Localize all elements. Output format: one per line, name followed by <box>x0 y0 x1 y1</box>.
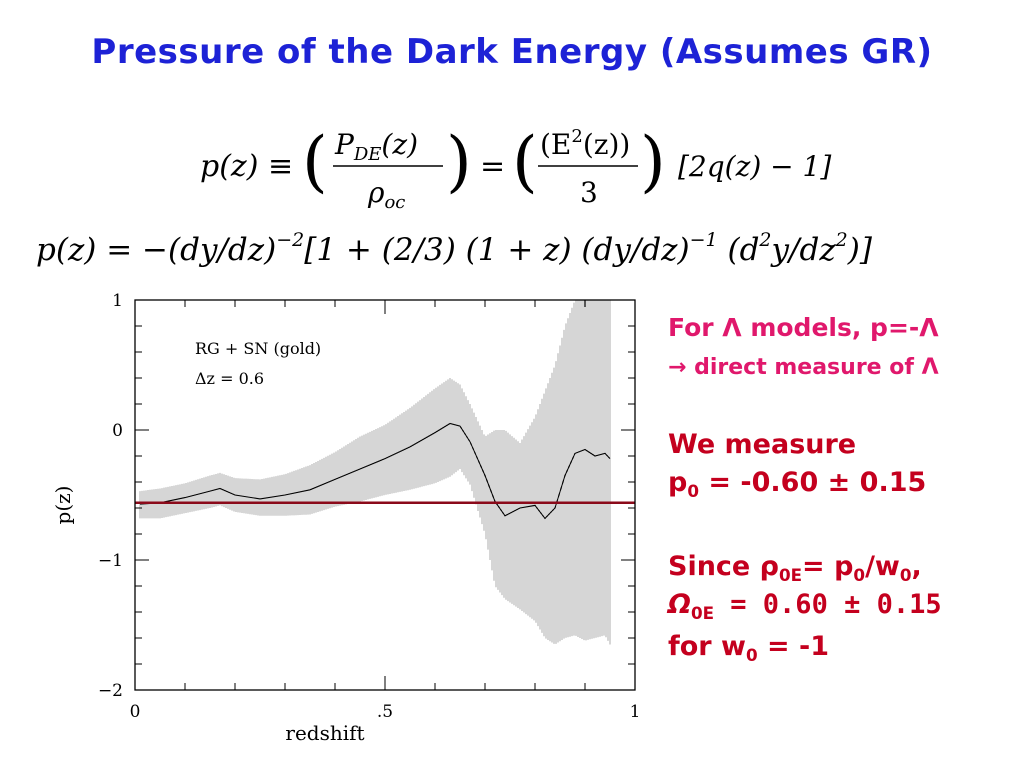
svg-text:p(z) = −(dy/dz)−2[1 + (2/3) (: p(z) = −(dy/dz)−2[1 + (2/3) (1 + z) (dy/… <box>36 229 873 268</box>
p0-measurement: p0 = -0.60 ± 0.15 <box>668 467 927 501</box>
eq1-frac1-num: PDE(z) <box>334 128 418 165</box>
slide-title: Pressure of the Dark Energy (Assumes GR) <box>91 32 933 72</box>
eq1-lhs: p(z) ≡ <box>200 149 293 184</box>
eq1-tail: [2q(z) − 1] <box>678 150 831 183</box>
direct-measure-text: → direct measure of Λ <box>668 355 939 380</box>
x-tick-label: .5 <box>377 702 393 722</box>
equation-pressure-definition: p(z) ≡ ( PDE(z) ρoc ) = ( (E2(z)) 3 ) [2… <box>200 123 831 213</box>
svg-text:(: ( <box>302 123 328 200</box>
y-tick-label: −2 <box>98 681 123 701</box>
lambda-models-text: For Λ models, p=-Λ <box>668 313 939 342</box>
eq1-frac2-den: 3 <box>580 176 598 209</box>
chart-annotation: RG + SN (gold) <box>195 339 321 358</box>
central-curve <box>139 422 611 520</box>
x-axis-label: redshift <box>285 721 364 745</box>
omega-measurement: Ω0E = 0.60 ± 0.15 <box>668 589 942 623</box>
y-tick-label: 1 <box>112 291 123 311</box>
error-band <box>139 300 611 645</box>
chart-annotation: Δz = 0.6 <box>195 369 264 388</box>
equation-pressure-from-distance: p(z) = −(dy/dz)−2[1 + (2/3) (1 + z) (dy/… <box>36 229 873 268</box>
since-relation: Since ρ0E= p0/w0, <box>668 551 922 585</box>
x-tick-label: 1 <box>630 702 641 722</box>
pressure-vs-redshift-chart: 1 0 −1 −2 0 .5 1 redshift p(z) RG + SN (gold) Δz =… <box>51 291 641 745</box>
x-tick-label: 0 <box>130 702 141 722</box>
eq1-equals: = <box>480 149 505 184</box>
eq1-frac1-den: ρoc <box>367 176 405 213</box>
svg-text:(: ( <box>512 123 538 200</box>
y-tick-label: −1 <box>98 551 123 571</box>
y-axis-label: p(z) <box>51 486 75 525</box>
w0-condition: for w0 = -1 <box>668 631 830 665</box>
y-tick-label: 0 <box>112 421 123 441</box>
we-measure-label: We measure <box>668 429 857 460</box>
svg-text:): ) <box>446 123 472 200</box>
svg-text:): ) <box>640 123 666 200</box>
eq1-frac2-num: (E2(z)) <box>540 126 630 161</box>
